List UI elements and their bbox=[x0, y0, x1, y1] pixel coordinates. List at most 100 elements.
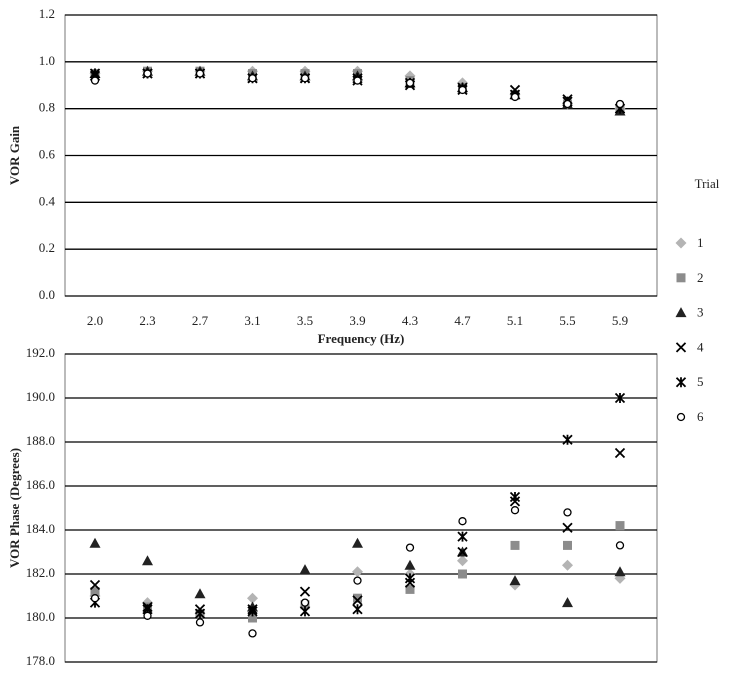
marker bbox=[404, 559, 416, 570]
marker bbox=[458, 569, 467, 579]
marker bbox=[247, 592, 258, 604]
marker bbox=[352, 566, 363, 578]
marker bbox=[353, 576, 362, 585]
marker bbox=[509, 575, 521, 586]
marker bbox=[299, 586, 311, 597]
marker bbox=[195, 618, 205, 627]
marker bbox=[89, 537, 101, 548]
marker bbox=[353, 593, 362, 603]
marker bbox=[299, 606, 311, 617]
marker bbox=[195, 69, 205, 78]
marker bbox=[562, 522, 573, 533]
marker bbox=[563, 540, 572, 550]
marker bbox=[458, 85, 467, 95]
marker bbox=[404, 573, 416, 584]
legend-title: Trial bbox=[695, 176, 720, 191]
marker bbox=[143, 69, 152, 78]
marker bbox=[405, 584, 415, 594]
y-tick-label: 0.4 bbox=[39, 193, 56, 208]
legend-marker bbox=[676, 412, 686, 422]
marker bbox=[563, 508, 572, 517]
y-tick-label: 192.0 bbox=[26, 345, 55, 360]
y-tick-label: 0.0 bbox=[39, 287, 55, 302]
x-tick-label: 5.9 bbox=[612, 313, 628, 328]
marker bbox=[90, 76, 100, 85]
x-tick-label: 4.7 bbox=[454, 313, 471, 328]
marker bbox=[248, 613, 257, 623]
legend-label: 1 bbox=[697, 235, 704, 250]
marker bbox=[353, 76, 362, 85]
marker bbox=[194, 588, 206, 599]
marker bbox=[615, 541, 625, 550]
marker bbox=[562, 559, 573, 571]
y-tick-label: 186.0 bbox=[26, 477, 55, 492]
marker bbox=[300, 598, 310, 607]
y-tick-label: 0.8 bbox=[39, 100, 55, 115]
y-axis-label: VOR Gain bbox=[7, 125, 22, 185]
marker bbox=[510, 506, 520, 515]
y-tick-label: 1.0 bbox=[39, 53, 55, 68]
marker bbox=[457, 555, 468, 567]
marker bbox=[405, 543, 415, 552]
y-tick-label: 0.2 bbox=[39, 240, 55, 255]
marker bbox=[563, 99, 572, 109]
marker bbox=[89, 579, 101, 591]
marker bbox=[615, 99, 625, 109]
marker bbox=[352, 595, 363, 606]
marker bbox=[248, 629, 257, 638]
legend-marker bbox=[675, 237, 687, 249]
marker bbox=[510, 92, 520, 102]
marker bbox=[457, 531, 468, 542]
x-tick-label: 4.3 bbox=[402, 313, 418, 328]
y-tick-label: 180.0 bbox=[26, 609, 55, 624]
plot-frame bbox=[64, 353, 658, 663]
marker bbox=[457, 546, 468, 558]
marker bbox=[614, 566, 626, 577]
legend-label: 2 bbox=[697, 270, 704, 285]
x-tick-label: 3.5 bbox=[297, 313, 313, 328]
marker bbox=[143, 611, 152, 620]
x-tick-label: 5.1 bbox=[507, 313, 523, 328]
x-tick-label: 2.3 bbox=[139, 313, 155, 328]
y-tick-label: 182.0 bbox=[26, 565, 55, 580]
x-tick-label: 3.9 bbox=[349, 313, 365, 328]
legend-label: 6 bbox=[697, 409, 704, 424]
y-tick-label: 190.0 bbox=[26, 389, 55, 404]
marker bbox=[142, 555, 153, 566]
legend-marker bbox=[675, 377, 687, 388]
x-axis-label: Frequency (Hz) bbox=[318, 331, 405, 346]
marker bbox=[90, 587, 100, 597]
marker bbox=[509, 491, 521, 503]
y-tick-label: 1.2 bbox=[39, 6, 55, 21]
marker bbox=[194, 608, 206, 619]
marker bbox=[300, 74, 310, 83]
x-tick-label: 2.7 bbox=[192, 313, 209, 328]
legend-label: 5 bbox=[697, 374, 704, 389]
marker bbox=[510, 540, 520, 550]
legend-label: 3 bbox=[697, 305, 704, 320]
marker bbox=[247, 606, 258, 617]
marker bbox=[562, 434, 573, 445]
x-tick-label: 3.1 bbox=[244, 313, 260, 328]
marker bbox=[458, 517, 467, 526]
y-tick-label: 184.0 bbox=[26, 521, 55, 536]
y-axis-label: VOR Phase (Degrees) bbox=[7, 448, 22, 568]
marker bbox=[299, 564, 311, 575]
marker bbox=[562, 597, 573, 608]
marker bbox=[248, 74, 257, 83]
x-tick-label: 5.5 bbox=[559, 313, 575, 328]
marker bbox=[614, 447, 626, 459]
marker bbox=[90, 594, 100, 603]
marker bbox=[405, 78, 415, 88]
legend-marker bbox=[675, 342, 687, 353]
marker bbox=[615, 521, 625, 531]
y-tick-label: 0.6 bbox=[39, 146, 56, 161]
marker bbox=[352, 604, 363, 615]
legend-label: 4 bbox=[697, 339, 704, 354]
y-tick-label: 178.0 bbox=[26, 653, 55, 668]
x-tick-label: 2.0 bbox=[87, 313, 103, 328]
y-tick-label: 188.0 bbox=[26, 433, 55, 448]
marker bbox=[614, 392, 626, 404]
